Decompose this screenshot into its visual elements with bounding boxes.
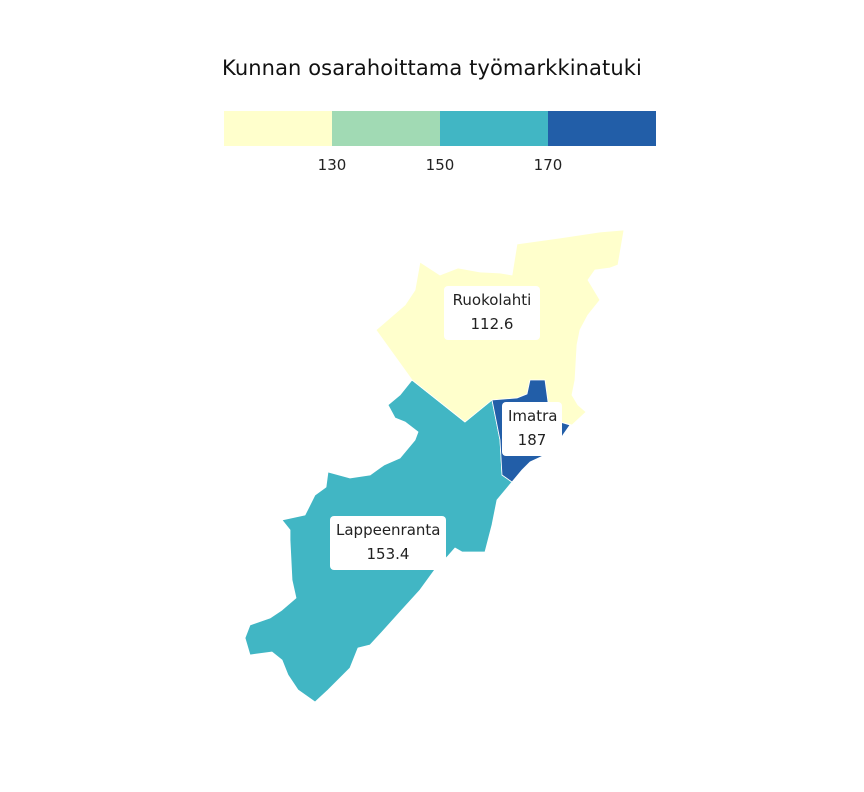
legend-swatch-2 [332,111,440,146]
legend-swatch-1 [224,111,332,146]
legend-tick-130: 130 [318,156,347,174]
legend-swatch-3 [440,111,548,146]
region-label-imatra: Imatra 187 [502,402,562,456]
region-value: 187 [517,431,547,449]
region-value: 112.6 [470,315,514,333]
map-title: Kunnan osarahoittama työmarkkinatuki [222,56,642,80]
region-value: 153.4 [366,545,410,563]
color-legend: 130 150 170 [224,111,656,174]
region-name: Ruokolahti [452,291,532,309]
region-label-lappeenranta: Lappeenranta 153.4 [330,516,446,570]
legend-tick-170: 170 [534,156,563,174]
region-name: Lappeenranta [336,521,441,539]
region-label-ruokolahti: Ruokolahti 112.6 [444,286,540,340]
legend-swatch-4 [548,111,656,146]
legend-tick-150: 150 [426,156,455,174]
region-name: Imatra [508,407,558,425]
